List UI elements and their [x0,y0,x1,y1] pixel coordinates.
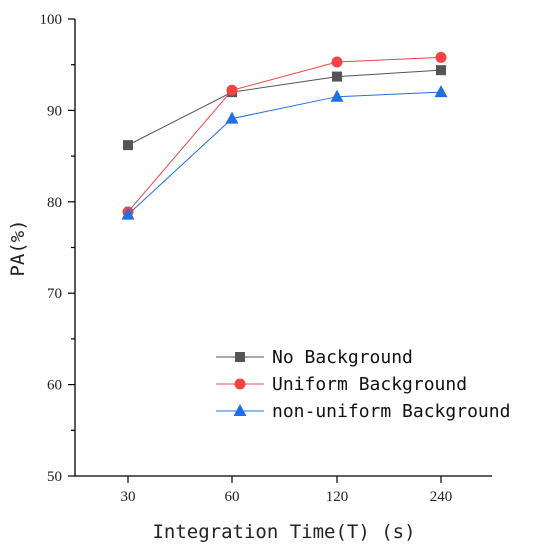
x-tick-label: 240 [430,489,453,505]
y-axis-ticks: 50 60 70 80 90 100 [40,12,75,485]
x-tick-label: 30 [121,489,136,505]
data-point [331,56,343,68]
series-line [127,69,442,146]
legend-marker [234,378,246,390]
legend-label: No Background [272,347,413,368]
x-tick-label: 120 [326,489,349,505]
x-axis-title: Integration Time(T) (s) [152,521,415,543]
series-layer [121,51,448,220]
legend-item: Uniform Background [216,374,467,395]
series-2 [122,51,447,218]
data-point [123,140,133,151]
data-point [434,85,448,98]
series-3 [121,85,448,220]
data-point [330,89,344,102]
y-tick-label: 90 [47,103,62,119]
y-axis-title: PA(%) [7,219,29,276]
data-point [435,51,447,63]
data-point [436,65,446,76]
y-tick-label: 80 [47,195,62,211]
x-tick-label: 60 [225,489,240,505]
data-point [226,84,238,96]
legend-label: Uniform Background [272,374,467,395]
data-point [225,111,239,124]
legend-item: No Background [216,347,413,368]
legend-marker [235,352,245,362]
legend-marker [233,404,247,416]
y-tick-label: 50 [47,469,62,485]
x-axis-ticks: 30 60 120 240 [121,476,453,505]
legend: No Background Uniform Background non-unifo… [216,347,510,422]
y-tick-label: 70 [47,286,62,302]
data-point [332,71,342,82]
series-line [127,91,442,215]
y-tick-label: 60 [47,378,62,394]
series-line [127,56,442,213]
y-tick-label: 100 [40,12,63,28]
legend-item: non-uniform Background [216,401,510,422]
data-point [121,207,135,220]
legend-label: non-uniform Background [272,401,510,422]
